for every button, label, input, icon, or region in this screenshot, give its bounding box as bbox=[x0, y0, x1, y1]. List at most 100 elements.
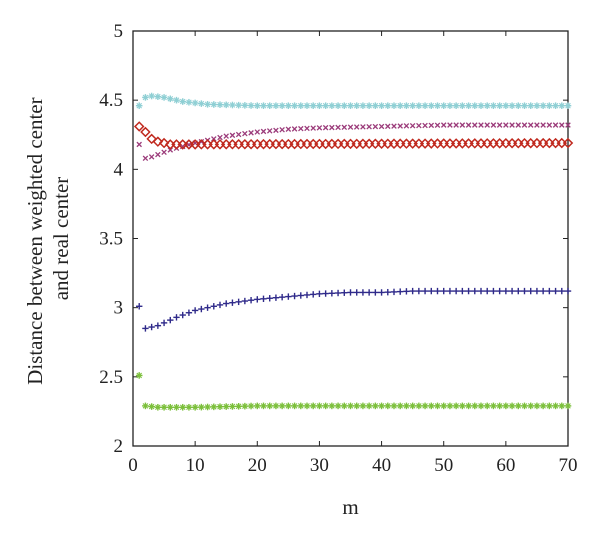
point-series-0 bbox=[452, 102, 460, 109]
point-series-4 bbox=[533, 402, 541, 410]
point-series-3 bbox=[310, 291, 317, 298]
point-series-4 bbox=[396, 402, 404, 410]
point-series-3 bbox=[508, 287, 516, 295]
y-axis-label-line-1: Distance between weighted center bbox=[23, 97, 47, 384]
point-series-0 bbox=[396, 102, 404, 109]
point-series-4 bbox=[210, 403, 218, 411]
point-series-1 bbox=[521, 122, 528, 128]
point-series-4 bbox=[421, 402, 429, 410]
point-series-4 bbox=[477, 402, 485, 410]
x-tick-label: 50 bbox=[434, 455, 453, 476]
x-tick-label: 40 bbox=[372, 455, 391, 476]
point-series-3 bbox=[223, 300, 230, 307]
point-series-3 bbox=[421, 287, 429, 295]
point-series-1 bbox=[260, 128, 267, 135]
point-series-0 bbox=[204, 101, 211, 108]
point-series-3 bbox=[235, 298, 242, 306]
point-series-1 bbox=[279, 127, 285, 133]
point-series-1 bbox=[198, 138, 205, 145]
point-series-3 bbox=[334, 289, 342, 297]
point-series-0 bbox=[340, 102, 348, 109]
point-series-3 bbox=[397, 288, 404, 295]
point-series-1 bbox=[285, 126, 292, 132]
point-series-3 bbox=[471, 287, 478, 295]
y-tick-label: 3 bbox=[114, 298, 124, 319]
point-series-4 bbox=[527, 402, 535, 410]
point-series-0 bbox=[390, 102, 398, 109]
point-series-0 bbox=[372, 102, 379, 109]
point-series-4 bbox=[135, 372, 143, 379]
point-series-1 bbox=[484, 122, 490, 128]
point-series-3 bbox=[229, 299, 236, 306]
point-series-4 bbox=[514, 402, 522, 410]
point-series-0 bbox=[191, 99, 199, 107]
point-series-4 bbox=[322, 402, 329, 410]
point-series-1 bbox=[378, 123, 385, 130]
point-series-4 bbox=[185, 403, 193, 411]
point-series-1 bbox=[453, 122, 459, 128]
point-series-1 bbox=[148, 154, 155, 160]
point-series-4 bbox=[508, 402, 516, 410]
point-series-1 bbox=[266, 128, 273, 134]
point-series-3 bbox=[322, 290, 329, 297]
point-series-3 bbox=[148, 323, 155, 331]
point-series-1 bbox=[515, 122, 522, 128]
point-series-1 bbox=[434, 122, 441, 128]
point-series-4 bbox=[459, 402, 466, 410]
point-series-0 bbox=[222, 101, 230, 109]
point-series-0 bbox=[440, 102, 448, 109]
point-series-0 bbox=[253, 102, 261, 109]
point-series-0 bbox=[359, 102, 367, 109]
point-series-4 bbox=[198, 403, 205, 411]
point-series-3 bbox=[490, 287, 497, 295]
point-series-0 bbox=[322, 102, 329, 109]
point-series-0 bbox=[483, 102, 491, 109]
point-series-1 bbox=[472, 122, 478, 128]
x-tick-label: 20 bbox=[248, 455, 267, 476]
point-series-1 bbox=[397, 123, 403, 129]
point-series-1 bbox=[254, 129, 261, 135]
point-series-3 bbox=[285, 293, 292, 300]
y-axis-label: Distance between weighted center and rea… bbox=[23, 92, 73, 385]
point-series-1 bbox=[422, 122, 428, 129]
point-series-1 bbox=[329, 124, 335, 131]
point-series-0 bbox=[539, 102, 547, 109]
point-series-1 bbox=[527, 122, 534, 128]
x-tick-label: 30 bbox=[310, 455, 329, 476]
point-series-1 bbox=[353, 124, 360, 130]
point-series-3 bbox=[260, 295, 267, 303]
x-tick-label: 60 bbox=[496, 455, 515, 476]
point-series-1 bbox=[217, 134, 223, 141]
point-series-2 bbox=[562, 137, 574, 149]
point-series-4 bbox=[483, 402, 491, 410]
point-series-1 bbox=[347, 124, 354, 130]
point-series-3 bbox=[434, 287, 441, 295]
point-series-4 bbox=[316, 402, 323, 410]
point-series-3 bbox=[185, 309, 193, 316]
point-series-3 bbox=[428, 287, 435, 295]
point-series-4 bbox=[521, 402, 528, 410]
point-series-0 bbox=[334, 102, 342, 109]
point-series-2 bbox=[133, 121, 145, 132]
point-series-4 bbox=[328, 402, 336, 410]
point-series-4 bbox=[229, 403, 236, 410]
point-series-1 bbox=[540, 122, 546, 128]
point-series-3 bbox=[316, 290, 323, 298]
y-tick-label: 4 bbox=[114, 159, 124, 180]
point-series-0 bbox=[316, 102, 323, 109]
point-series-4 bbox=[173, 403, 180, 411]
point-series-3 bbox=[272, 294, 280, 301]
point-series-1 bbox=[335, 124, 341, 131]
plot-border bbox=[132, 30, 569, 447]
point-series-4 bbox=[309, 402, 317, 410]
point-series-2 bbox=[152, 136, 164, 147]
point-series-0 bbox=[496, 102, 503, 109]
point-series-3 bbox=[216, 301, 224, 309]
point-series-3 bbox=[167, 316, 174, 324]
point-series-4 bbox=[160, 403, 168, 411]
point-series-4 bbox=[148, 403, 155, 410]
point-series-4 bbox=[291, 402, 298, 410]
point-series-4 bbox=[340, 402, 348, 410]
point-series-1 bbox=[341, 124, 348, 131]
